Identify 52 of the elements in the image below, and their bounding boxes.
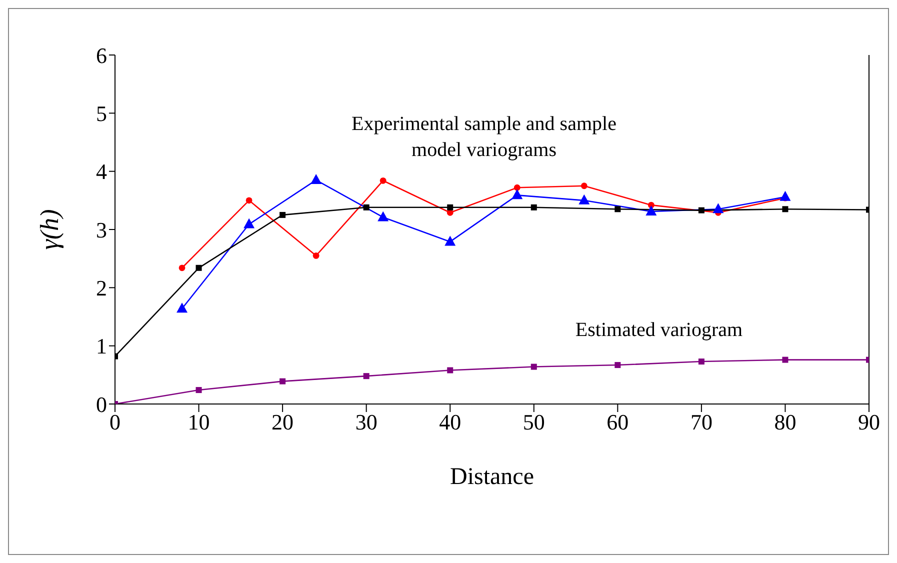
- point: [280, 212, 286, 218]
- x-tick-label: 70: [690, 410, 712, 435]
- point: [578, 194, 590, 204]
- point: [363, 373, 370, 380]
- x-tick-label: 50: [522, 410, 545, 435]
- point: [246, 197, 252, 204]
- point: [380, 177, 386, 184]
- point: [646, 205, 657, 216]
- point: [196, 387, 202, 394]
- point: [447, 204, 454, 210]
- point: [698, 207, 704, 214]
- point: [378, 211, 389, 222]
- point: [310, 174, 322, 184]
- x-tick-label: 90: [858, 410, 880, 435]
- point: [782, 206, 788, 212]
- point: [780, 190, 791, 201]
- point: [698, 358, 704, 365]
- y-tick-label: 2: [96, 275, 107, 300]
- y-tick-label: 6: [96, 42, 107, 68]
- y-axis-title: γ(h): [35, 209, 64, 250]
- x-axis-title: Distance: [450, 464, 534, 490]
- y-tick-label: 3: [96, 217, 107, 242]
- point: [196, 264, 202, 271]
- point: [614, 206, 621, 212]
- x-tick-label: 60: [606, 410, 629, 435]
- point: [280, 378, 286, 384]
- annotation: Experimental sample and sample model variograms: [350, 112, 618, 163]
- x-tick-label: 30: [355, 410, 378, 435]
- point: [244, 218, 255, 228]
- y-tick-label: 5: [96, 100, 107, 126]
- point: [514, 184, 520, 191]
- point: [580, 182, 588, 190]
- point: [363, 204, 370, 210]
- point: [530, 204, 537, 210]
- x-tick-label: 20: [272, 410, 294, 435]
- point: [447, 367, 454, 374]
- point: [530, 364, 537, 370]
- y-tick-label: 1: [96, 334, 107, 359]
- annotation: Estimated variogram: [574, 318, 744, 343]
- point: [176, 302, 188, 313]
- x-tick-label: 10: [188, 410, 210, 435]
- point: [614, 362, 621, 368]
- x-tick-label: 40: [439, 410, 462, 435]
- point: [444, 236, 456, 246]
- point: [782, 356, 788, 363]
- point: [512, 189, 523, 200]
- y-tick-label: 4: [96, 159, 107, 184]
- x-tick-label: 80: [774, 410, 796, 435]
- point: [178, 264, 186, 272]
- point: [712, 203, 724, 214]
- point: [312, 252, 320, 259]
- y-tick-label: 0: [96, 392, 107, 417]
